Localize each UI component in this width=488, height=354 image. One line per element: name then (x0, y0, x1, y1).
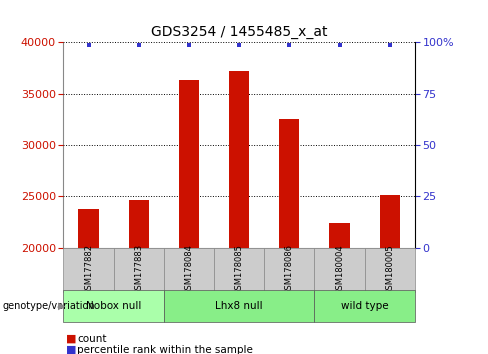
Bar (114, 248, 164, 292)
Text: ■: ■ (66, 345, 77, 354)
Bar (365, 248, 415, 292)
Text: genotype/variation: genotype/variation (2, 301, 95, 311)
Bar (63, 248, 114, 292)
Text: GSM178084: GSM178084 (184, 245, 193, 295)
Text: wild type: wild type (341, 301, 388, 311)
Bar (279, 119, 299, 354)
Text: ▶: ▶ (58, 301, 65, 311)
Bar (79, 209, 99, 354)
Bar (164, 290, 314, 322)
Bar (164, 248, 214, 292)
Text: ■: ■ (66, 334, 77, 344)
Text: count: count (77, 334, 106, 344)
Title: GDS3254 / 1455485_x_at: GDS3254 / 1455485_x_at (151, 25, 327, 39)
Bar (214, 248, 264, 292)
Bar (314, 248, 365, 292)
Text: GSM178085: GSM178085 (235, 245, 244, 295)
Bar (229, 71, 249, 354)
Text: GSM178086: GSM178086 (285, 244, 294, 296)
Bar (314, 290, 415, 322)
Bar (129, 200, 149, 354)
Text: Nobox null: Nobox null (86, 301, 142, 311)
Text: percentile rank within the sample: percentile rank within the sample (77, 345, 253, 354)
Text: GSM177882: GSM177882 (84, 244, 93, 296)
Bar (264, 248, 314, 292)
Text: GSM180005: GSM180005 (385, 245, 394, 295)
Bar (329, 223, 349, 354)
Bar (179, 80, 199, 354)
Bar (63, 290, 164, 322)
Bar (380, 195, 400, 354)
Text: GSM177883: GSM177883 (134, 244, 143, 296)
Text: Lhx8 null: Lhx8 null (215, 301, 263, 311)
Text: GSM180004: GSM180004 (335, 245, 344, 295)
